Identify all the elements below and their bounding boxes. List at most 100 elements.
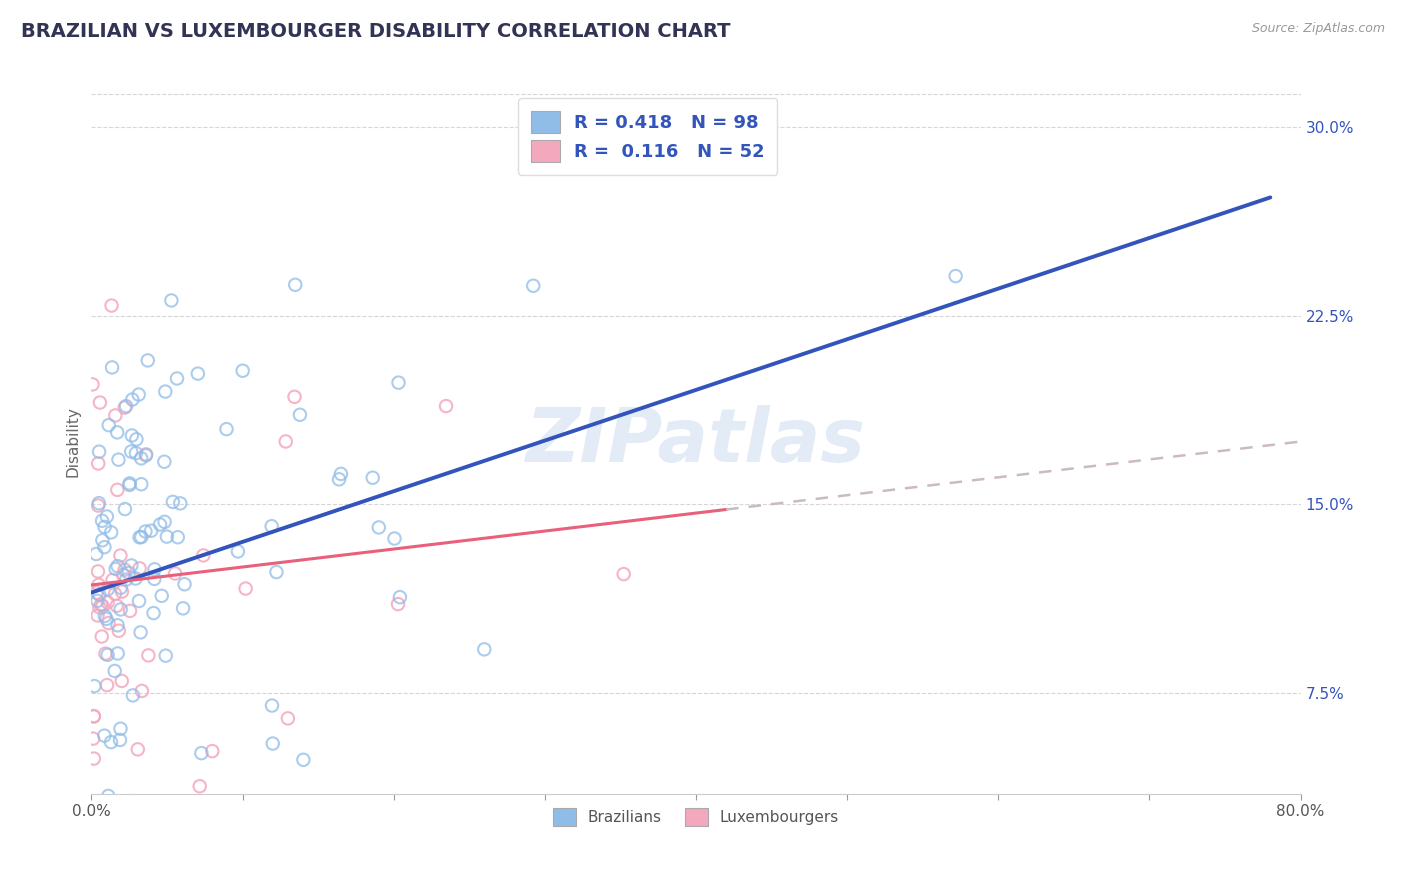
Point	[118, 478, 141, 492]
Point	[87, 578, 110, 592]
Point	[96, 678, 118, 692]
Point	[91, 533, 114, 548]
Point	[86, 608, 108, 623]
Text: ZIPatlas: ZIPatlas	[526, 405, 866, 478]
Point	[87, 496, 110, 510]
Point	[97, 648, 120, 662]
Point	[260, 519, 283, 533]
Point	[87, 457, 110, 471]
Point	[110, 581, 132, 595]
Point	[190, 746, 212, 760]
Text: BRAZILIAN VS LUXEMBOURGER DISABILITY CORRELATION CHART: BRAZILIAN VS LUXEMBOURGER DISABILITY COR…	[21, 22, 731, 41]
Point	[93, 729, 115, 743]
Point	[83, 709, 105, 723]
Point	[83, 679, 105, 693]
Point	[125, 432, 148, 446]
Point	[138, 648, 160, 663]
Point	[945, 269, 967, 284]
Point	[82, 731, 104, 746]
Point	[284, 277, 307, 292]
Legend: Brazilians, Luxembourgers: Brazilians, Luxembourgers	[547, 802, 845, 832]
Point	[90, 598, 112, 612]
Point	[97, 595, 120, 609]
Point	[107, 647, 129, 661]
Point	[215, 422, 238, 436]
Text: Source: ZipAtlas.com: Source: ZipAtlas.com	[1251, 22, 1385, 36]
Point	[104, 587, 127, 601]
Point	[235, 582, 257, 596]
Point	[107, 618, 129, 632]
Point	[162, 495, 184, 509]
Point	[110, 602, 132, 616]
Point	[96, 509, 118, 524]
Point	[129, 625, 152, 640]
Point	[288, 408, 311, 422]
Point	[169, 496, 191, 510]
Point	[120, 558, 142, 573]
Point	[388, 590, 411, 604]
Point	[128, 387, 150, 401]
Point	[131, 684, 153, 698]
Point	[124, 794, 146, 808]
Point	[104, 409, 127, 423]
Point	[115, 573, 138, 587]
Point	[82, 377, 104, 392]
Point	[188, 779, 211, 793]
Point	[165, 566, 187, 581]
Point	[111, 584, 134, 599]
Point	[143, 572, 166, 586]
Point	[266, 565, 288, 579]
Point	[107, 559, 129, 574]
Point	[105, 425, 128, 440]
Point	[384, 532, 406, 546]
Point	[87, 565, 110, 579]
Point	[131, 477, 153, 491]
Point	[136, 353, 159, 368]
Point	[155, 384, 177, 399]
Point	[83, 709, 105, 723]
Point	[114, 401, 136, 415]
Point	[232, 364, 254, 378]
Point	[121, 428, 143, 442]
Point	[141, 524, 163, 538]
Point	[87, 444, 110, 458]
Point	[150, 589, 173, 603]
Point	[118, 843, 141, 857]
Point	[112, 567, 135, 582]
Point	[131, 530, 153, 544]
Point	[84, 547, 107, 561]
Point	[328, 472, 350, 486]
Point	[262, 737, 284, 751]
Point	[124, 572, 146, 586]
Point	[367, 520, 389, 534]
Point	[96, 612, 118, 626]
Point	[107, 452, 129, 467]
Point	[153, 515, 176, 529]
Point	[142, 606, 165, 620]
Point	[100, 855, 122, 870]
Point	[105, 599, 128, 613]
Point	[89, 588, 111, 602]
Point	[292, 753, 315, 767]
Point	[110, 549, 132, 563]
Point	[97, 615, 120, 630]
Point	[114, 563, 136, 577]
Point	[330, 467, 353, 481]
Point	[193, 549, 215, 563]
Point	[128, 594, 150, 608]
Point	[89, 600, 111, 615]
Point	[90, 630, 112, 644]
Point	[93, 540, 115, 554]
Point	[135, 447, 157, 461]
Point	[226, 544, 249, 558]
Point	[94, 647, 117, 661]
Point	[94, 609, 117, 624]
Point	[155, 648, 177, 663]
Point	[472, 642, 495, 657]
Point	[121, 392, 143, 407]
Point	[274, 434, 297, 449]
Point	[93, 520, 115, 534]
Point	[166, 530, 188, 544]
Point	[172, 601, 194, 615]
Point	[118, 476, 141, 491]
